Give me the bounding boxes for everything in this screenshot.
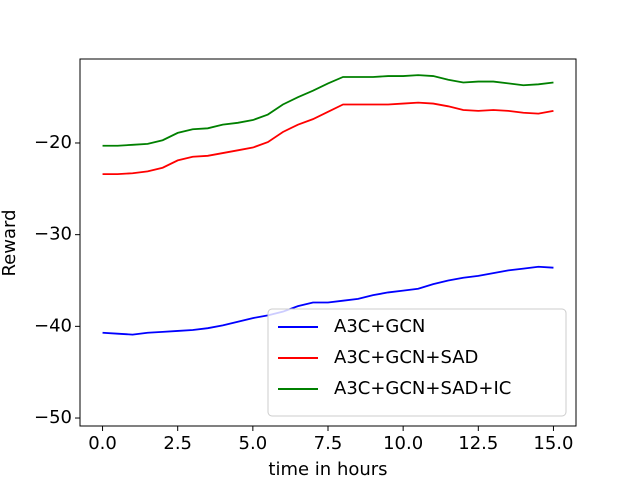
x-tick-label: 12.5 [458,433,498,454]
y-axis-label: Reward [0,209,20,276]
y-tick-label: −40 [34,315,72,336]
legend-box [267,308,567,417]
x-axis-label: time in hours [268,459,387,480]
x-tick-label: 2.5 [163,433,192,454]
x-tick-label: 7.5 [314,433,343,454]
plot-frame [79,58,577,427]
y-tick-label: −20 [34,132,72,153]
legend-label: A3C+GCN+SAD+IC [334,378,511,399]
x-tick-label: 10.0 [383,433,423,454]
legend-label: A3C+GCN+SAD [334,347,478,368]
series-line [102,101,554,176]
x-tick-label: 15.0 [533,433,573,454]
x-tick-label: 0.0 [88,433,117,454]
series-line [102,74,554,147]
legend-label: A3C+GCN [334,316,425,337]
x-tick-label: 5.0 [239,433,268,454]
y-tick-label: −50 [34,407,72,428]
series-line [102,265,554,336]
y-tick-label: −30 [34,224,72,245]
